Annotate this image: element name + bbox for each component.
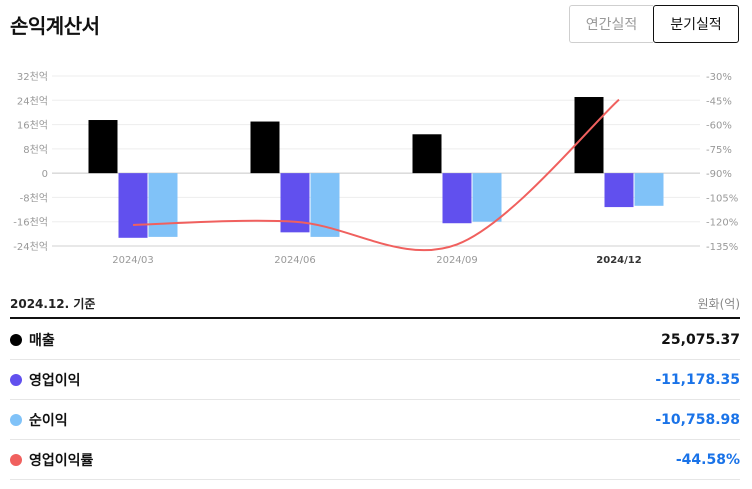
y-left-tick-label: 8천억 (23, 144, 48, 156)
summary-value: -10,758.98 (655, 411, 740, 428)
operating-margin-line (132, 98, 620, 252)
y-right-tick-label: -105% (706, 193, 738, 204)
currency-unit: 원화(억) (697, 297, 740, 311)
y-right-tick-label: -120% (706, 218, 738, 229)
summary-header: 2024.12. 기준 원화(억) (10, 290, 740, 319)
operating-income-bar (442, 173, 472, 224)
summary-row-revenue: 매출 25,075.37 (10, 320, 740, 360)
y-left-tick-label: 0 (42, 169, 48, 180)
y-right-tick-label: -135% (706, 242, 738, 253)
revenue-bar (412, 134, 442, 174)
x-tick-label: 2024/09 (436, 255, 478, 266)
summary-value: -11,178.35 (655, 371, 740, 388)
revenue-bar (88, 120, 118, 174)
page-title: 손익계산서 (10, 14, 100, 38)
y-left-tick-label: 16천억 (17, 120, 48, 132)
y-right-tick-label: -30% (706, 72, 732, 83)
net-income-bar (634, 173, 664, 206)
y-left-tick-label: -16천억 (13, 217, 48, 229)
basis-date: 2024.12. 기준 (10, 297, 96, 311)
annual-results-tab[interactable]: 연간실적 (569, 5, 653, 43)
y-right-tick-label: -75% (706, 145, 732, 156)
net-income-bar (148, 173, 178, 237)
y-right-tick-label: -45% (706, 96, 732, 107)
summary-row-operating-margin: 영업이익률 -44.58% (10, 440, 740, 480)
x-tick-label: 2024/03 (112, 255, 154, 266)
operating-income-bar (604, 173, 634, 208)
y-left-tick-label: 32천억 (17, 71, 48, 83)
y-right-tick-label: -60% (706, 121, 732, 132)
summary-row-net-income: 순이익 -10,758.98 (10, 400, 740, 440)
x-tick-label: 2024/12 (596, 255, 641, 266)
summary-value: -44.58% (675, 451, 740, 468)
net-income-bar (472, 173, 502, 222)
summary-list: 매출 25,075.37 영업이익 -11,178.35 순이익 -10,758… (10, 320, 740, 480)
summary-value: 25,075.37 (661, 331, 740, 348)
quarterly-results-tab[interactable]: 분기실적 (653, 5, 739, 43)
revenue-dot-icon (10, 333, 22, 346)
y-left-tick-label: 24천억 (17, 95, 48, 107)
operating-margin-dot-icon (10, 453, 22, 466)
income-chart: 32천억 24천억 16천억 8천억 0 -8천억 -16천억 -24천억 -30% -45% -6… (13, 71, 738, 266)
summary-label: 영업이익 (29, 372, 81, 389)
x-tick-label: 2024/06 (274, 255, 316, 266)
operating-income-dot-icon (10, 373, 22, 386)
y-right-tick-label: -90% (706, 169, 732, 180)
summary-label: 영업이익률 (29, 452, 94, 469)
summary-label: 순이익 (29, 412, 68, 429)
y-left-tick-label: -24천억 (13, 241, 48, 253)
net-income-dot-icon (10, 413, 22, 426)
operating-income-bar (118, 173, 148, 238)
summary-label: 매출 (29, 332, 55, 349)
y-left-tick-label: -8천억 (20, 192, 48, 204)
revenue-bar (574, 97, 604, 174)
revenue-bar (250, 121, 280, 174)
summary-row-operating-income: 영업이익 -11,178.35 (10, 360, 740, 400)
